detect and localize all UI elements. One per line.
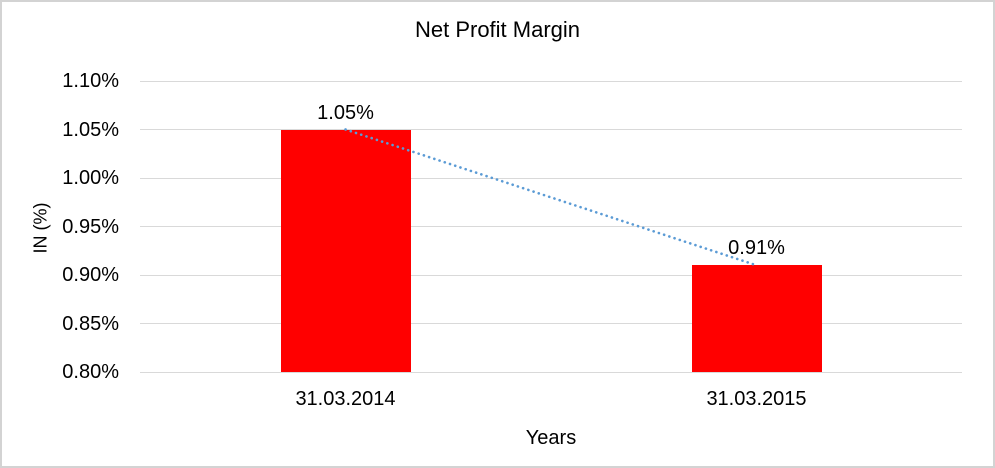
y-axis-tick-label: 1.10% — [62, 70, 119, 92]
y-axis-tick-label: 1.00% — [62, 167, 119, 189]
gridline — [140, 177, 962, 179]
bar-31.03.2014 — [280, 129, 411, 372]
y-axis-tick-label: 0.90% — [62, 264, 119, 286]
gridline — [140, 274, 962, 276]
bar-31.03.2015 — [691, 265, 822, 372]
gridline — [140, 129, 962, 130]
y-axis-tick-label: 0.95% — [62, 215, 119, 238]
gridline — [140, 226, 962, 227]
y-axis-tick-label: 1.05% — [62, 118, 119, 141]
y-axis-tick-label: 0.85% — [62, 312, 119, 335]
gridline — [140, 80, 962, 82]
gridline — [140, 371, 962, 373]
bar-value-label: 0.91% — [728, 237, 785, 260]
chart-title: Net Profit Margin — [414, 17, 581, 42]
bar-value-label: 1.05% — [317, 101, 374, 124]
x-axis-title: Years — [525, 427, 577, 449]
y-axis-tick-label: 0.80% — [62, 361, 119, 383]
gridline — [140, 323, 962, 324]
x-axis-tick-label: 31.03.2015 — [706, 388, 807, 410]
x-axis-tick-label: 31.03.2014 — [295, 388, 396, 410]
